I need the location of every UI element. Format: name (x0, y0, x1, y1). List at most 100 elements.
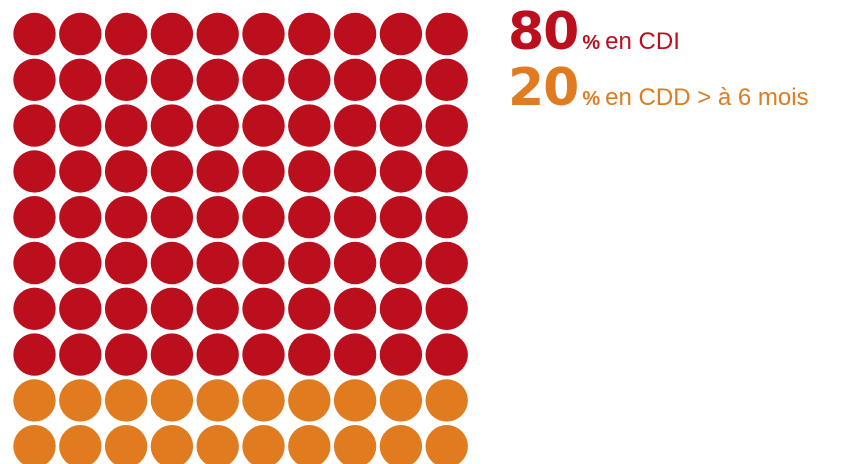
waffle-dot (333, 150, 377, 193)
waffle-dot (288, 104, 331, 147)
waffle-dot (288, 287, 331, 330)
waffle-dot (288, 12, 331, 56)
waffle-dot (59, 104, 102, 147)
waffle-dot (288, 150, 331, 193)
waffle-dot (379, 425, 423, 464)
waffle-dot (104, 196, 148, 239)
waffle-dot (196, 425, 239, 464)
waffle-dot (150, 241, 194, 285)
waffle-dot (379, 333, 423, 376)
waffle-dot (288, 58, 331, 101)
waffle-dot (288, 379, 331, 422)
cdd-label: en CDD > à 6 mois (605, 84, 809, 111)
waffle-dot (379, 12, 423, 56)
waffle-dot (13, 12, 56, 56)
waffle-dot (379, 150, 423, 193)
waffle-dot (59, 241, 102, 285)
cdd-percent-sign: % (582, 88, 601, 110)
cdi-percent-sign: % (582, 32, 601, 54)
waffle-dot (196, 150, 239, 193)
waffle-dot (288, 196, 331, 239)
waffle-dot (333, 287, 377, 330)
waffle-dot (196, 379, 239, 422)
waffle-dot (425, 333, 468, 376)
waffle-dot (13, 58, 56, 101)
waffle-chart (13, 12, 468, 464)
cdd-percentage-value: 20 (508, 58, 579, 118)
waffle-dot (13, 379, 56, 422)
waffle-dot (104, 333, 148, 376)
waffle-dot (242, 379, 285, 422)
waffle-dot (425, 241, 468, 285)
waffle-dot (333, 241, 377, 285)
waffle-dot (13, 104, 56, 147)
waffle-dot (59, 379, 102, 422)
waffle-dot (425, 196, 468, 239)
waffle-dot (288, 333, 331, 376)
waffle-dot (333, 104, 377, 147)
waffle-dot (425, 104, 468, 147)
waffle-dot (425, 12, 468, 56)
waffle-dot (150, 12, 194, 56)
waffle-dot (150, 333, 194, 376)
waffle-dot (379, 58, 423, 101)
waffle-dot (196, 104, 239, 147)
waffle-dot (150, 425, 194, 464)
waffle-dot (379, 241, 423, 285)
waffle-dot (425, 425, 468, 464)
waffle-dot (59, 287, 102, 330)
waffle-dot (13, 196, 56, 239)
waffle-dot (288, 425, 331, 464)
waffle-dot (379, 104, 423, 147)
waffle-dot (333, 333, 377, 376)
waffle-dot (242, 241, 285, 285)
waffle-dot (150, 104, 194, 147)
waffle-dot (59, 333, 102, 376)
waffle-dot (242, 150, 285, 193)
waffle-dot (379, 379, 423, 422)
waffle-dot (104, 241, 148, 285)
waffle-dot (196, 333, 239, 376)
legend-item-cdd: 20 % en CDD > à 6 mois (508, 62, 843, 114)
waffle-dot (196, 58, 239, 101)
waffle-dot (13, 425, 56, 464)
waffle-dot (242, 58, 285, 101)
waffle-dot (13, 150, 56, 193)
waffle-dot (196, 12, 239, 56)
waffle-dot (333, 425, 377, 464)
waffle-dot (425, 287, 468, 330)
waffle-dot (59, 58, 102, 101)
waffle-dot (104, 150, 148, 193)
waffle-dot (333, 58, 377, 101)
cdi-percentage-value: 80 (508, 2, 579, 62)
waffle-dot (150, 379, 194, 422)
waffle-dot (333, 12, 377, 56)
waffle-dot (242, 425, 285, 464)
waffle-dot (150, 287, 194, 330)
waffle-dot (59, 196, 102, 239)
cdi-label: en CDI (605, 28, 680, 55)
waffle-dot (104, 58, 148, 101)
waffle-dot (59, 425, 102, 464)
waffle-dot (59, 12, 102, 56)
waffle-dot (104, 12, 148, 56)
waffle-dot (333, 196, 377, 239)
legend-item-cdi: 80 % en CDI (508, 6, 843, 58)
waffle-dot (104, 379, 148, 422)
waffle-dot (288, 241, 331, 285)
waffle-dot (333, 379, 377, 422)
waffle-dot (104, 287, 148, 330)
waffle-dot (242, 104, 285, 147)
waffle-dot (150, 150, 194, 193)
waffle-dot (150, 58, 194, 101)
waffle-dot (379, 287, 423, 330)
waffle-dot (425, 150, 468, 193)
waffle-dot (59, 150, 102, 193)
waffle-dot (13, 333, 56, 376)
waffle-dot (196, 241, 239, 285)
waffle-dot (196, 287, 239, 330)
waffle-dot (13, 287, 56, 330)
waffle-dot (379, 196, 423, 239)
waffle-dot (425, 58, 468, 101)
waffle-dot (104, 104, 148, 147)
